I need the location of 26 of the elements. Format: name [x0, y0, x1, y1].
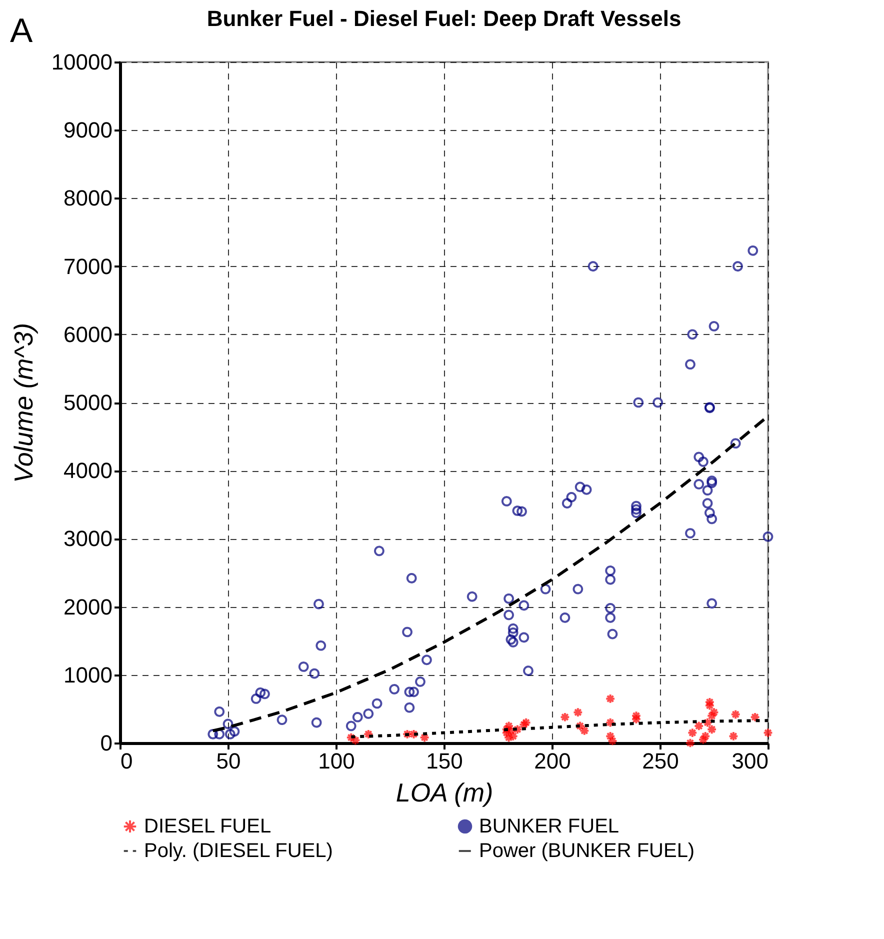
x-tick-label: 0	[120, 748, 133, 774]
y-tick-label: 5000	[64, 390, 112, 415]
y-tick-label: 6000	[64, 322, 112, 347]
y-tick-label: 4000	[64, 458, 112, 484]
legend-label: Power (BUNKER FUEL)	[479, 840, 695, 862]
x-tick-label: 300	[732, 748, 768, 774]
legend-label: BUNKER FUEL	[479, 815, 620, 838]
y-tick-label: 1000	[64, 662, 112, 688]
y-tick-label: 2000	[64, 594, 112, 620]
legend-label: DIESEL FUEL	[144, 815, 272, 838]
x-tick-label: 150	[426, 748, 463, 774]
x-axis-title: LOA (m)	[396, 778, 494, 808]
x-tick-label: 50	[216, 748, 241, 774]
y-tick-label: 9000	[64, 118, 112, 143]
y-axis-title: Volume (m^3)	[8, 322, 38, 484]
y-tick-label: 7000	[64, 254, 112, 279]
y-tick-label: 3000	[64, 526, 112, 552]
y-tick-label: 0	[100, 730, 112, 756]
legend-label: Poly. (DIESEL FUEL)	[144, 840, 333, 862]
x-tick-label: 100	[318, 748, 355, 774]
y-tick-label: 8000	[64, 186, 112, 211]
x-tick-label: 250	[642, 748, 679, 774]
y-tick-label: 10000	[51, 50, 112, 74]
text: A	[10, 12, 33, 51]
x-tick-label: 200	[534, 748, 571, 774]
chart-title: Bunker Fuel - Diesel Fuel: Deep Draft Vessels	[206, 6, 682, 31]
